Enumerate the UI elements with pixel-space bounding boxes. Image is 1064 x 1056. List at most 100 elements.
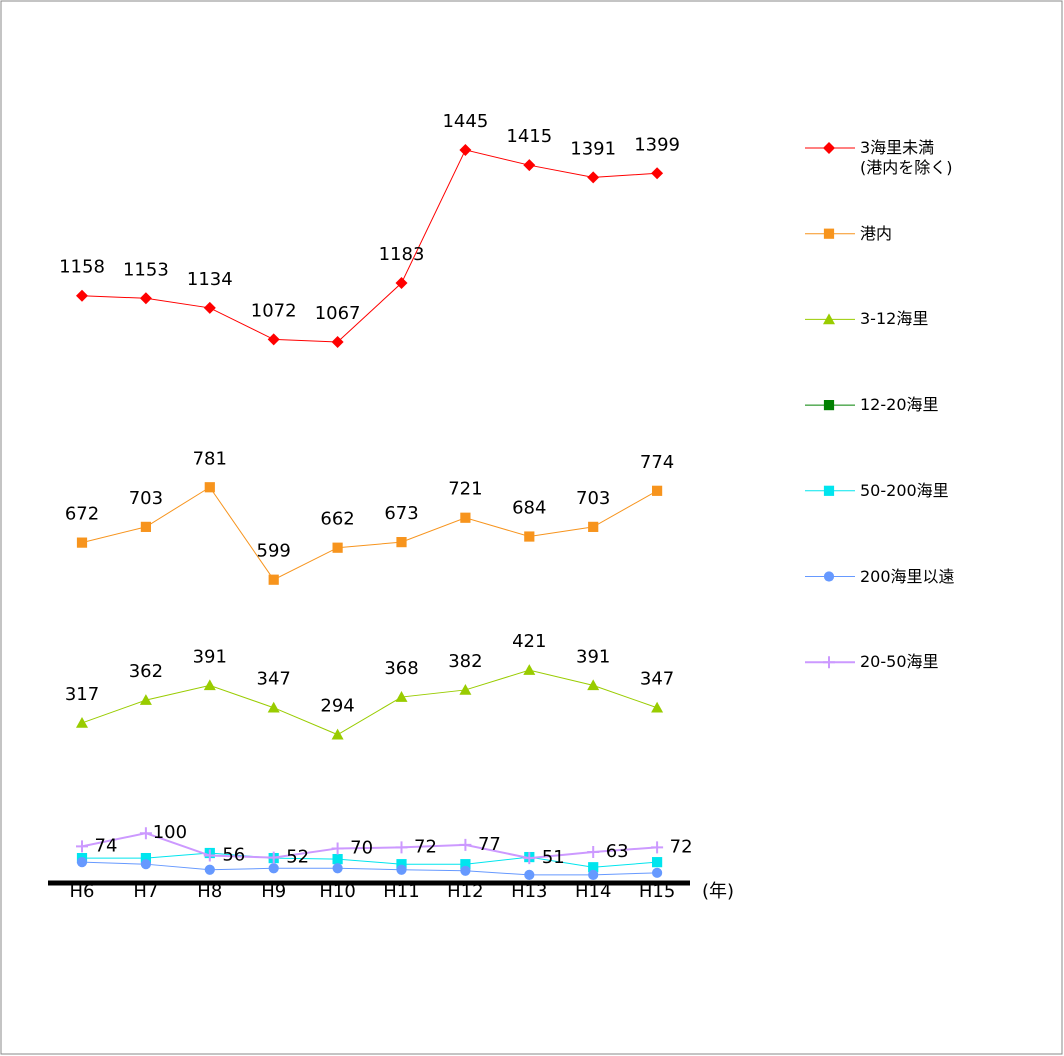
marker (267, 851, 280, 864)
marker (587, 845, 600, 858)
marker (823, 656, 835, 669)
data-label: 599 (257, 541, 291, 562)
marker (331, 728, 344, 740)
data-label: 684 (512, 498, 546, 519)
marker (396, 537, 407, 548)
data-label: 1391 (570, 138, 616, 159)
marker (331, 335, 344, 348)
marker (139, 292, 152, 305)
data-label: 77 (478, 834, 501, 855)
marker (459, 143, 472, 156)
legend-label: 3海里未満 (港内を除く) (860, 138, 953, 177)
data-label: 317 (65, 684, 99, 705)
data-label: 1158 (59, 257, 105, 278)
marker (652, 857, 663, 868)
x-tick-label: H13 (511, 881, 547, 902)
marker (823, 400, 835, 411)
x-tick-label: H11 (383, 881, 419, 902)
data-label: 347 (640, 669, 674, 690)
x-tick-label: H7 (133, 881, 158, 902)
marker (396, 859, 407, 870)
marker (651, 167, 664, 180)
marker (823, 313, 835, 325)
marker (203, 679, 216, 691)
x-unit-label: (年) (702, 881, 734, 902)
data-label: 662 (320, 509, 354, 530)
data-label: 703 (576, 488, 610, 509)
marker (268, 574, 279, 585)
marker (395, 691, 408, 702)
marker (823, 142, 835, 154)
series-line (81, 486, 658, 581)
data-label: 52 (286, 847, 309, 868)
marker (204, 482, 215, 493)
marker (332, 854, 343, 865)
data-label: 74 (95, 835, 118, 856)
data-label: 72 (414, 836, 437, 857)
data-label: 100 (153, 822, 187, 843)
data-label: 63 (606, 841, 629, 862)
marker (459, 838, 472, 851)
legend-label: 200海里以遠 (860, 566, 955, 586)
marker (460, 512, 471, 523)
marker (652, 867, 663, 878)
series-line (81, 861, 658, 876)
legend-label: 港内 (860, 223, 893, 243)
marker (76, 857, 88, 868)
marker (267, 333, 280, 346)
marker (76, 537, 88, 548)
data-label: 1399 (634, 134, 680, 155)
marker (203, 301, 216, 314)
data-label: 368 (384, 658, 418, 679)
data-label: 1134 (187, 269, 233, 290)
data-label: 1153 (123, 259, 169, 280)
marker (139, 827, 152, 840)
marker (524, 531, 535, 542)
x-tick-label: H9 (261, 881, 286, 902)
marker (460, 859, 471, 870)
series-line (81, 832, 658, 860)
data-label: 672 (65, 504, 99, 525)
data-label: 1072 (251, 300, 297, 321)
data-label: 70 (350, 837, 373, 858)
data-label: 382 (448, 651, 482, 672)
marker (588, 521, 599, 532)
data-label: 1445 (442, 111, 488, 132)
marker (823, 228, 835, 239)
marker (652, 485, 663, 496)
series-line (82, 852, 658, 868)
marker (267, 701, 280, 713)
data-label: 294 (320, 696, 354, 717)
marker (823, 571, 835, 582)
legend-label: 50-200海里 (860, 480, 949, 500)
marker (76, 840, 88, 853)
marker (140, 859, 151, 870)
marker (76, 716, 88, 728)
marker (459, 683, 472, 695)
marker (395, 841, 408, 854)
data-label: 347 (257, 669, 291, 690)
marker (139, 694, 152, 705)
marker (140, 852, 151, 864)
data-label: 703 (129, 488, 163, 509)
marker (460, 865, 471, 876)
data-label: 774 (640, 452, 674, 473)
data-label: 1183 (379, 244, 425, 265)
data-label: 781 (193, 448, 227, 469)
marker (651, 841, 664, 854)
marker (395, 277, 408, 290)
marker (76, 289, 88, 302)
marker (587, 679, 600, 691)
series-line (81, 149, 658, 343)
data-label: 51 (542, 847, 565, 868)
marker (523, 664, 536, 675)
data-label: 56 (222, 845, 245, 866)
x-tick-label: H8 (197, 881, 222, 902)
data-label: 362 (129, 661, 163, 682)
marker (588, 869, 599, 880)
data-label: 391 (193, 646, 227, 667)
x-tick-label: H10 (319, 881, 355, 902)
marker (524, 869, 535, 880)
